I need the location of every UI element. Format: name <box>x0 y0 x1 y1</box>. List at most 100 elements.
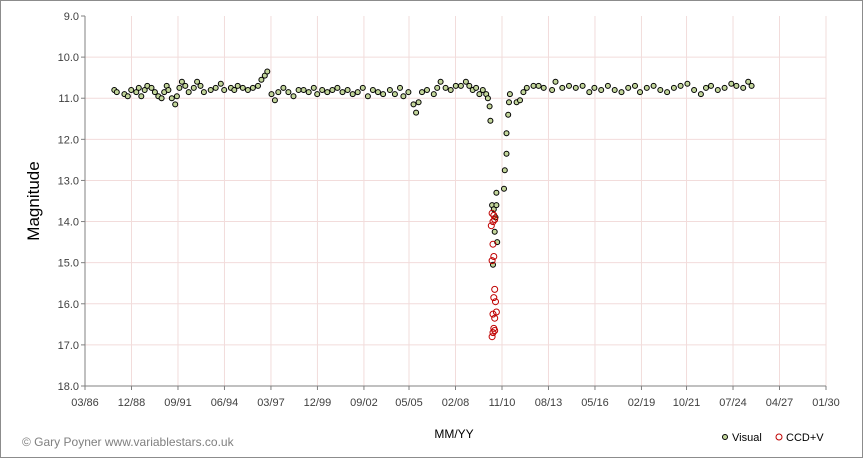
visual-point <box>632 82 638 89</box>
x-tick-label: 02/08 <box>442 397 470 409</box>
visual-point <box>217 80 224 87</box>
visual-point <box>484 95 491 102</box>
visual-point <box>462 78 469 85</box>
visual-point <box>586 89 593 96</box>
ccd-point <box>488 209 496 217</box>
visual-point <box>643 84 650 91</box>
visual-point <box>190 84 197 91</box>
ccd-point <box>488 333 496 341</box>
ccd-point <box>489 240 497 248</box>
visual-point <box>721 84 728 91</box>
x-tick-label: 08/13 <box>535 397 563 409</box>
visual-point <box>375 89 381 96</box>
y-tick-label: 14.0 <box>58 217 79 229</box>
visual-point <box>182 82 189 89</box>
x-tick-labels: 03/86 12/88 09/91 06/94 03/97 12/99 09/02 05/05… <box>71 397 840 409</box>
visual-point <box>324 89 331 96</box>
x-axis-label: MM/YY <box>434 427 473 441</box>
visual-point <box>491 228 498 235</box>
x-tick-label: 12/99 <box>304 397 332 409</box>
visual-point <box>559 84 566 91</box>
visual-point <box>591 84 598 91</box>
grid <box>85 16 827 386</box>
visual-point <box>487 117 494 124</box>
y-tick-label: 11.0 <box>58 93 79 105</box>
ccd-point <box>490 253 498 260</box>
visual-point <box>442 84 449 91</box>
visual-point <box>113 89 120 96</box>
visual-point <box>275 89 282 96</box>
visual-point <box>319 87 326 93</box>
visual-point <box>178 78 185 85</box>
visual-point <box>501 185 507 192</box>
x-tick-label: 10/21 <box>673 397 701 409</box>
visual-point <box>684 80 691 87</box>
visual-point <box>405 89 412 96</box>
visual-point <box>255 82 261 89</box>
visual-point <box>212 84 219 91</box>
visual-point <box>410 101 417 108</box>
visual-point <box>173 93 180 100</box>
legend-ccd-marker <box>775 433 783 441</box>
visual-point <box>604 82 611 89</box>
visual-point <box>415 99 422 106</box>
visual-point <box>234 82 241 89</box>
visual-point <box>714 87 721 93</box>
visual-point <box>503 130 510 137</box>
visual-point <box>310 84 317 91</box>
visual-point <box>124 93 131 100</box>
visual-point <box>479 87 486 93</box>
y-tick-label: 15.0 <box>58 258 79 270</box>
x-tick-label: 04/27 <box>766 397 794 409</box>
y-tick-label: 18.0 <box>58 381 79 393</box>
visual-point <box>165 87 172 93</box>
visual-point <box>437 78 444 85</box>
visual-point <box>579 82 586 89</box>
visual-point <box>473 84 480 91</box>
visual-point <box>424 87 430 93</box>
visual-point <box>517 97 523 104</box>
visual-point <box>691 87 698 93</box>
y-tick-label: 10.0 <box>58 52 79 64</box>
visual-point <box>506 91 513 98</box>
visual-point <box>207 87 214 93</box>
visual-point <box>244 87 251 93</box>
visual-point <box>168 95 175 102</box>
visual-point <box>128 87 135 93</box>
visual-point <box>677 82 684 89</box>
visual-point <box>530 82 537 89</box>
visual-point <box>264 68 271 75</box>
ccd-point <box>489 329 497 337</box>
legend-visual-marker <box>722 434 728 440</box>
visual-point <box>430 91 437 98</box>
visual-point <box>135 84 142 91</box>
visual-point <box>397 84 403 91</box>
ccd-point <box>491 327 499 334</box>
ccd-point <box>489 310 497 318</box>
visual-point <box>141 87 148 93</box>
visual-point <box>457 82 464 89</box>
visual-point <box>598 87 605 93</box>
visual-point <box>493 202 500 209</box>
visual-point <box>197 82 204 89</box>
x-tick-label: 06/94 <box>211 397 239 409</box>
visual-point <box>611 87 618 93</box>
visual-point <box>506 99 512 106</box>
ccd-point <box>491 285 499 293</box>
visual-point <box>728 80 735 87</box>
y-tick-label: 12.0 <box>58 134 79 146</box>
visual-point <box>221 87 228 93</box>
legend-ccd-label: CCD+V <box>786 432 824 444</box>
visual-point <box>400 93 407 100</box>
y-tick-label: 17.0 <box>58 340 79 352</box>
visual-point <box>391 91 398 98</box>
visual-point <box>549 87 556 93</box>
visual-point <box>239 84 246 91</box>
visual-point <box>697 91 704 98</box>
visual-point <box>300 87 307 93</box>
legend: Visual CCD+V <box>722 432 824 444</box>
x-tick-label: 03/97 <box>257 397 285 409</box>
ccd-point <box>490 211 498 219</box>
y-tick-labels: 9.0 10.0 11.0 12.0 13.0 14.0 15.0 16.0 17.0 18.0 <box>58 11 79 393</box>
